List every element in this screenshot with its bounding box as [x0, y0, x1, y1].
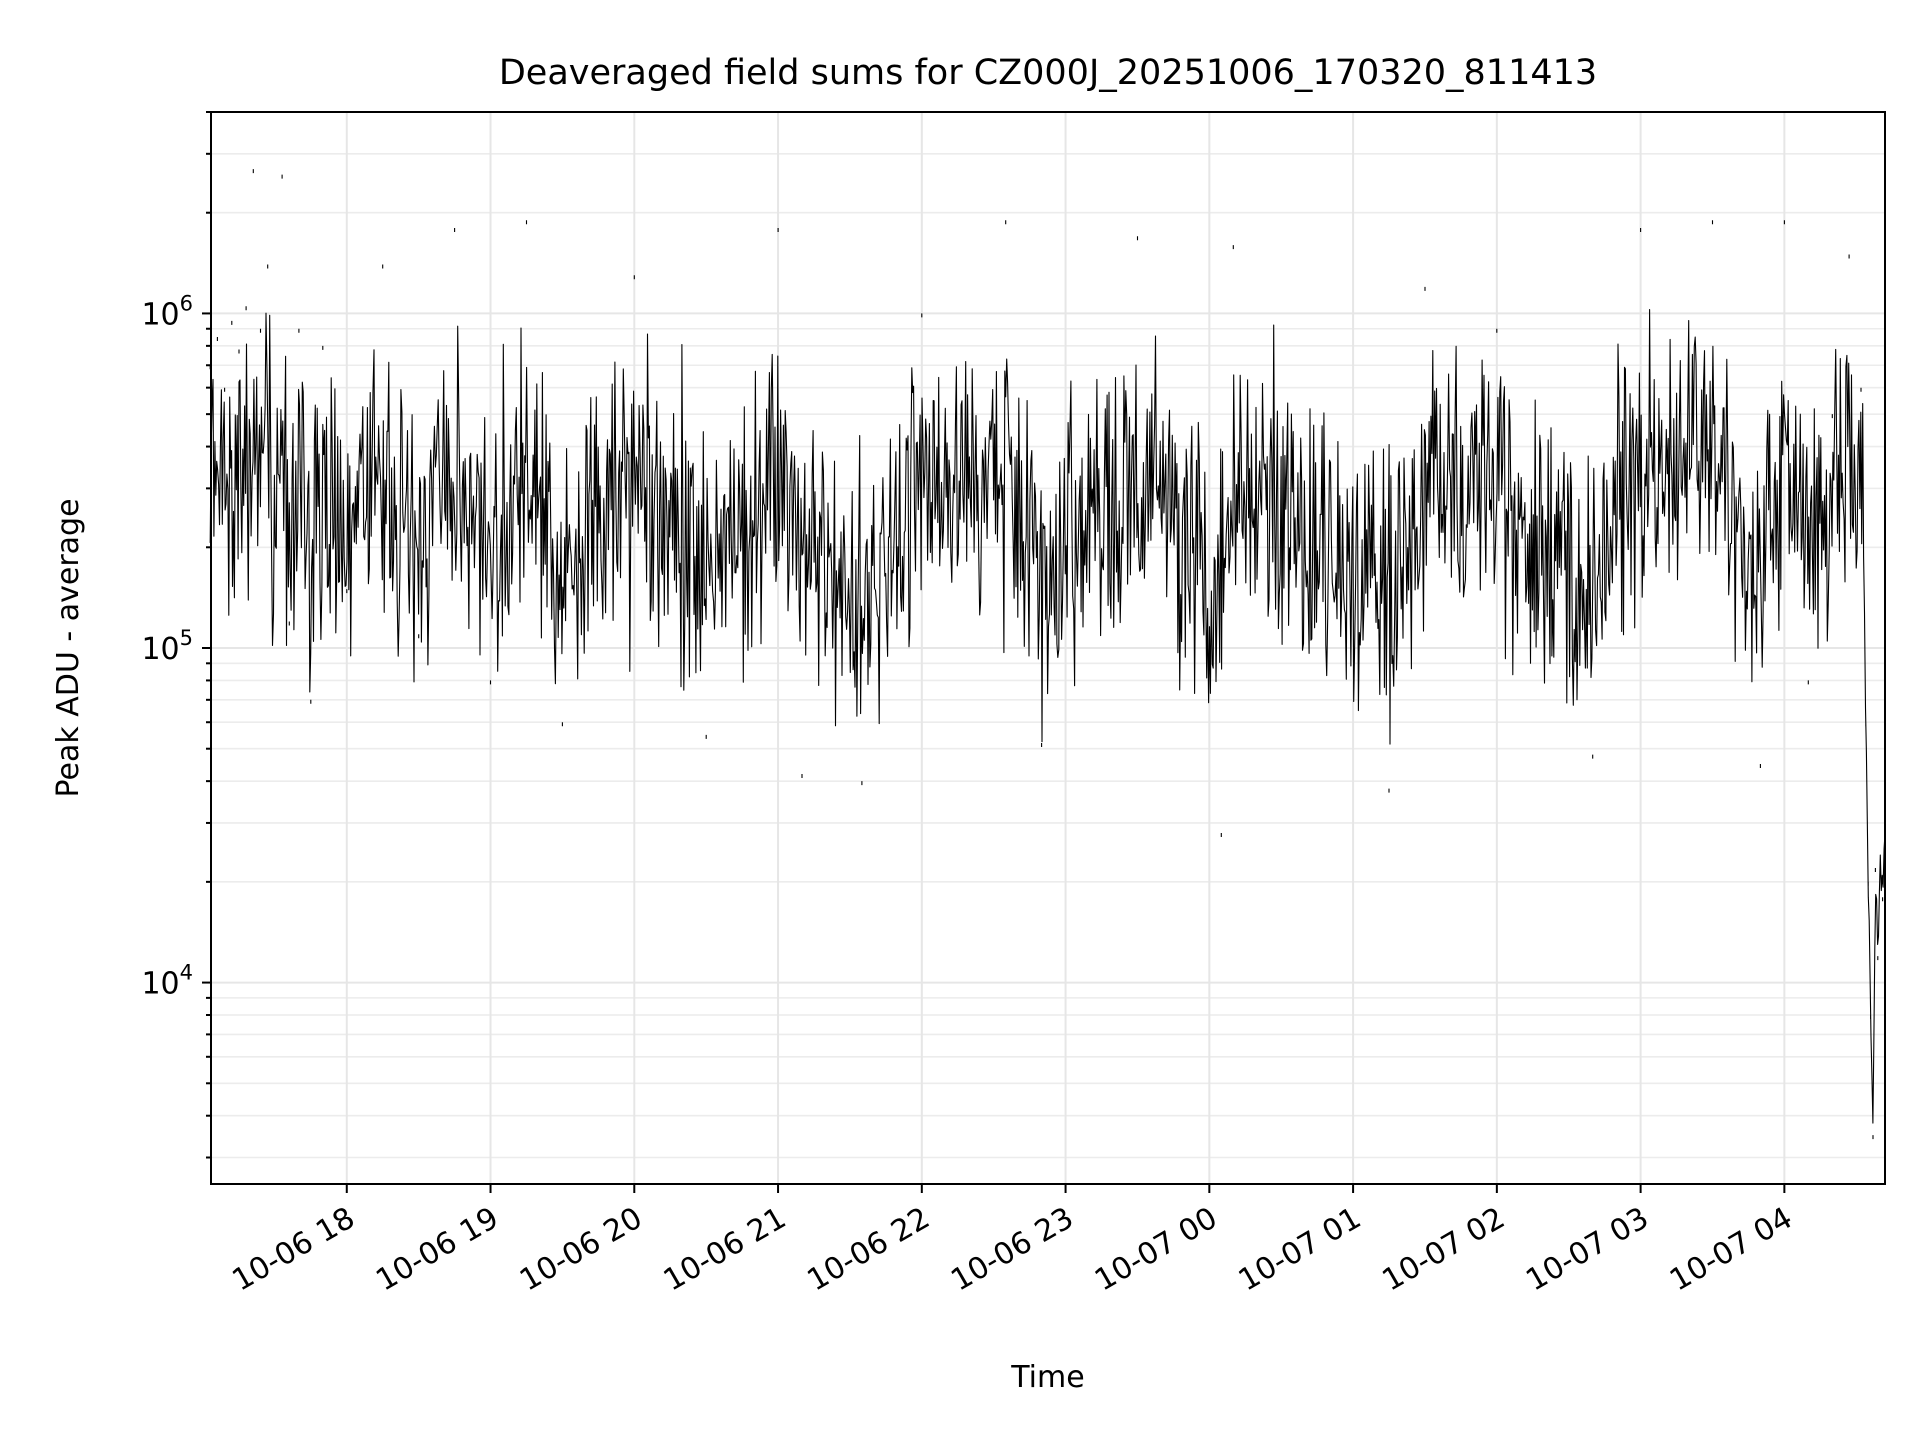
y-tick-exponent: 4: [180, 961, 193, 985]
y-tick-exponent: 5: [180, 626, 193, 650]
y-axis-label: Peak ADU - average: [51, 498, 86, 797]
y-tick-base: 10: [141, 297, 179, 332]
y-tick-label: 105: [141, 626, 193, 667]
y-tick-label: 104: [141, 961, 193, 1002]
y-tick-base: 10: [141, 967, 179, 1002]
chart-title: Deaveraged field sums for CZ000J_2025100…: [499, 53, 1597, 93]
series-layer: [209, 169, 1886, 1140]
y-tick-label: 106: [141, 291, 193, 332]
x-axis-label: Time: [1010, 1360, 1084, 1395]
y-tick-exponent: 6: [180, 291, 193, 315]
y-tick-base: 10: [141, 632, 179, 667]
grid: [211, 111, 1885, 1184]
series-line: [209, 169, 1886, 1140]
